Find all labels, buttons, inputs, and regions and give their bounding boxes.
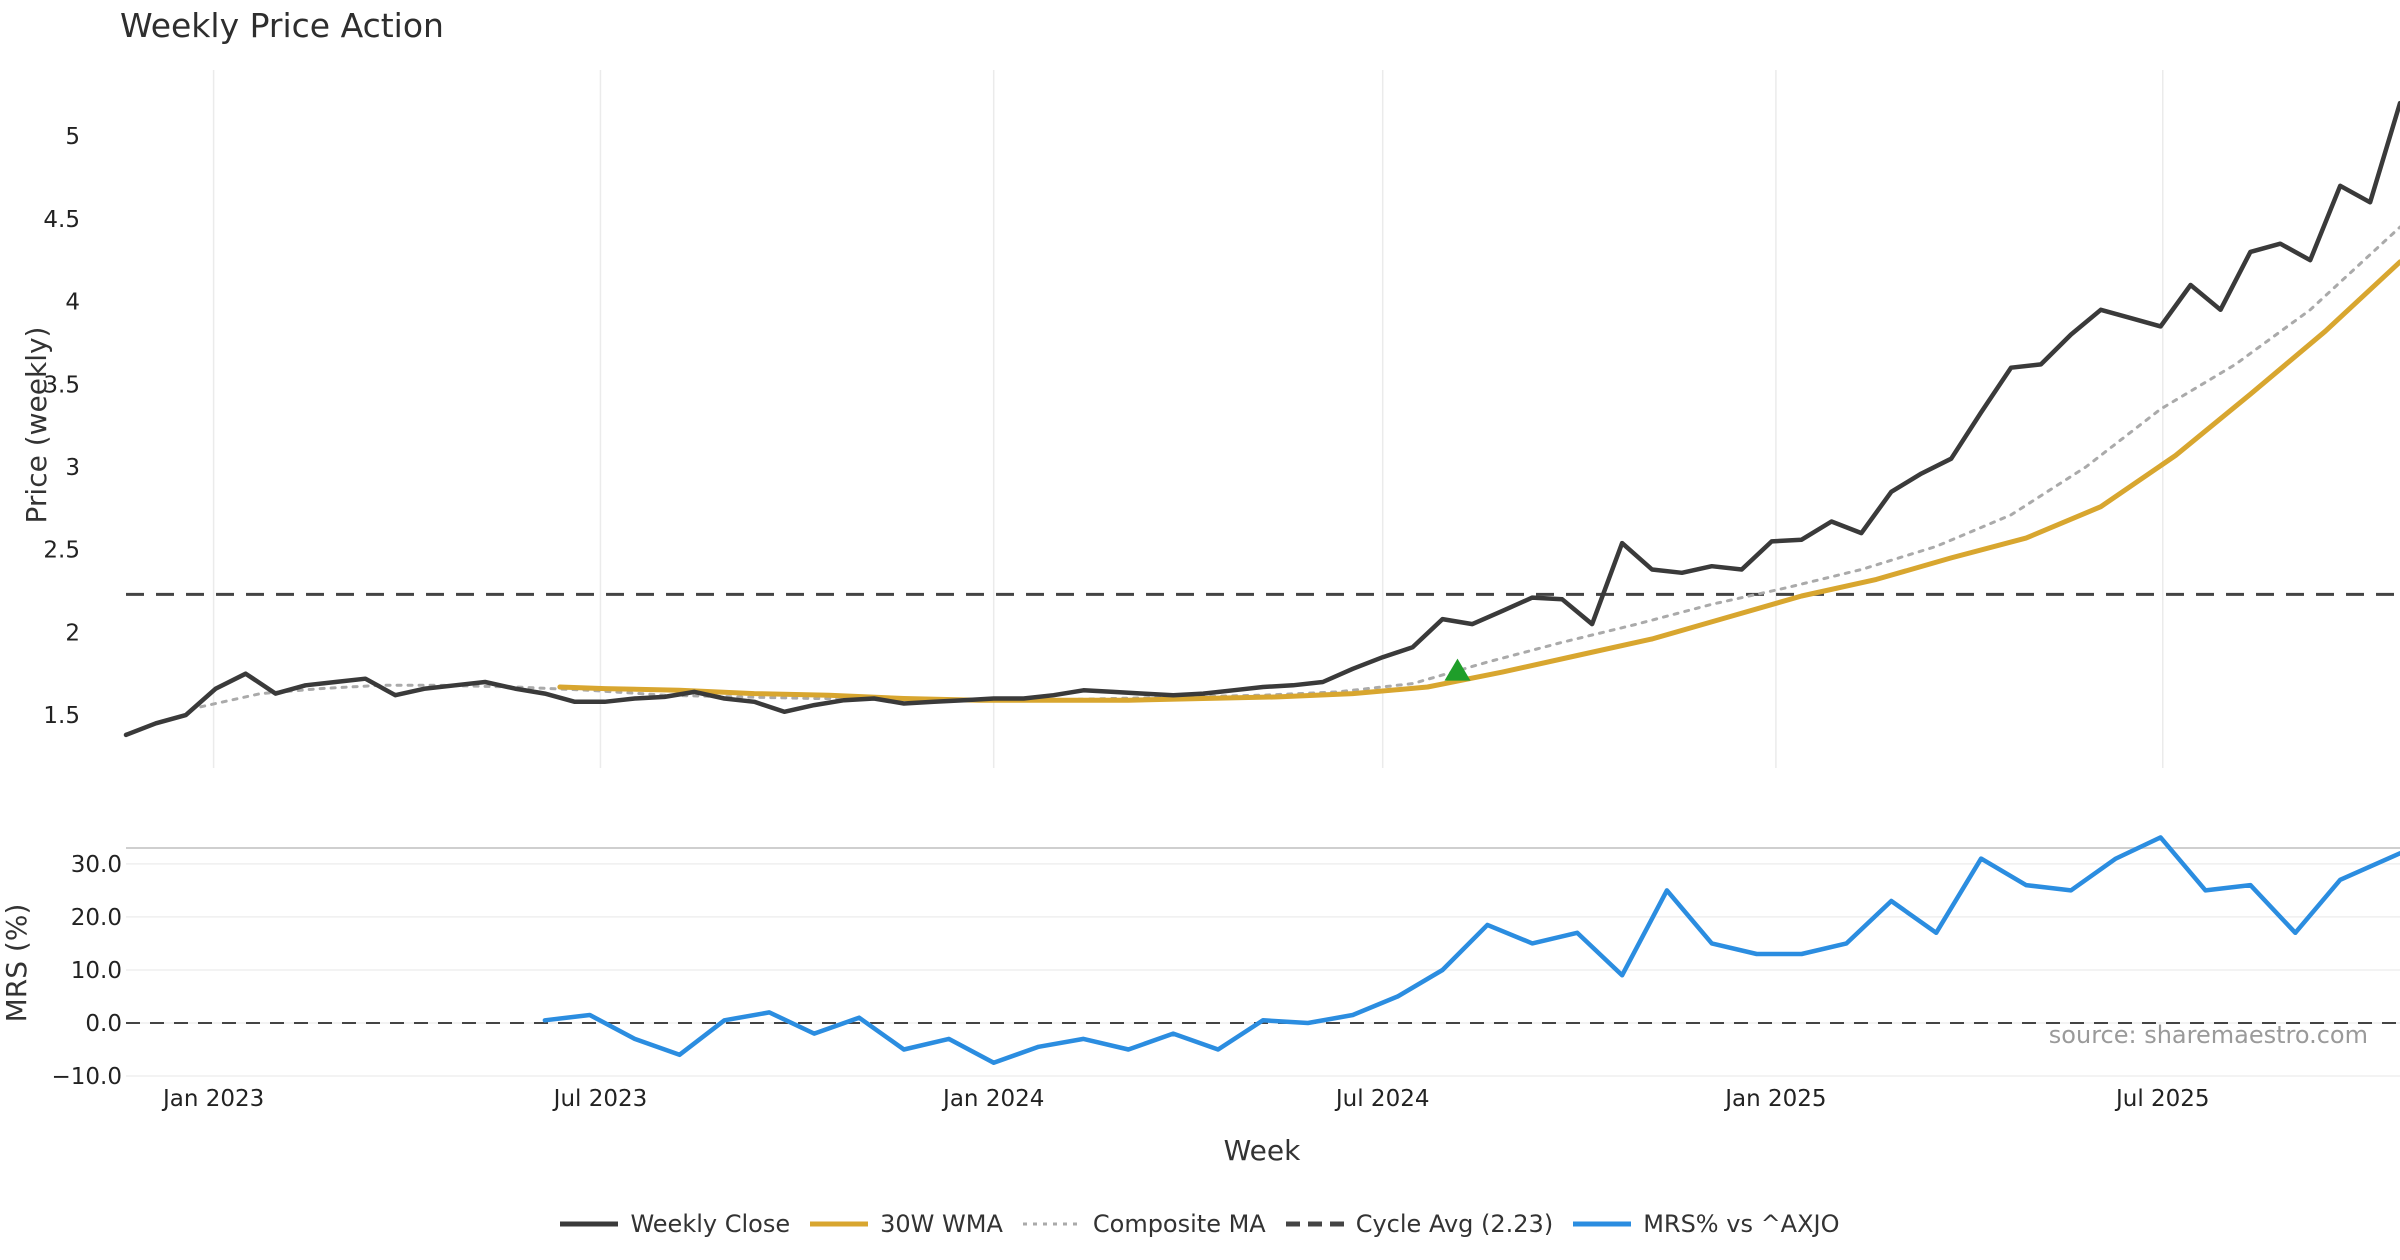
x-tick-label: Jan 2025: [1723, 1086, 1826, 1112]
mrs-y-tick-label: 20.0: [71, 905, 122, 931]
legend-swatch: [1573, 1221, 1632, 1227]
axes-labels: Jan 2023 Jul 2023 Jan 2024 Jul 2024 Jan 2025…: [43, 124, 2209, 1112]
legend-label: Weekly Close: [630, 1210, 791, 1238]
signal-triangle-marker: [1444, 658, 1471, 681]
price-y-tick-label: 4: [65, 290, 80, 316]
legend-label: MRS% vs ^AXJO: [1643, 1210, 1840, 1238]
weekly-close-line: [123, 100, 2400, 738]
legend-item[interactable]: MRS% vs ^AXJO: [1573, 1210, 1840, 1238]
mrs-y-tick-label: −10.0: [52, 1064, 122, 1090]
price-y-tick-label: 5: [65, 124, 80, 150]
legend-label: Cycle Avg (2.23): [1355, 1210, 1554, 1238]
legend: Weekly Close 30W WMA Composite MA Cycle Avg…: [0, 1210, 2400, 1238]
mrs-y-tick-label: 0.0: [85, 1011, 122, 1037]
mrs-series-group: [542, 835, 2400, 1065]
price-y-tick-label: 2: [65, 620, 80, 646]
composite-ma-line: [199, 225, 2400, 709]
mrs-y-axis-label: MRS (%): [0, 904, 33, 1023]
legend-label: 30W WMA: [880, 1210, 1003, 1238]
price-series-group: [123, 100, 2400, 738]
30w-wma-line: [557, 259, 2400, 703]
x-tick-label: Jul 2023: [552, 1086, 648, 1112]
legend-swatch: [810, 1221, 869, 1227]
x-tick-label: Jan 2023: [161, 1086, 264, 1112]
mrs-y-tick-label: 30.0: [71, 852, 122, 878]
price-y-tick-label: 1.5: [43, 703, 80, 729]
price-y-axis-label: Price (weekly): [20, 327, 53, 524]
source-note: source: sharemaestro.com: [2049, 1021, 2368, 1049]
legend-item[interactable]: Weekly Close: [560, 1210, 790, 1238]
price-y-tick-label: 3.5: [43, 372, 80, 398]
mrs-y-tick-label: 10.0: [71, 958, 122, 984]
legend-swatch: [1285, 1221, 1344, 1227]
legend-swatch: [560, 1221, 619, 1227]
chart-title: Weekly Price Action: [120, 6, 444, 45]
legend-label: Composite MA: [1092, 1210, 1266, 1238]
legend-item[interactable]: Cycle Avg (2.23): [1285, 1210, 1554, 1238]
price-y-tick-label: 4.5: [43, 207, 80, 233]
x-axis-label: Week: [1224, 1134, 1301, 1167]
x-tick-label: Jul 2024: [1334, 1086, 1430, 1112]
price-y-tick-label: 2.5: [43, 538, 80, 564]
legend-item[interactable]: Composite MA: [1022, 1210, 1266, 1238]
legend-item[interactable]: 30W WMA: [810, 1210, 1003, 1238]
x-tick-label: Jul 2025: [2114, 1086, 2210, 1112]
mrs-vs-axjo-line: [542, 835, 2400, 1065]
price-grid: [212, 70, 2164, 768]
legend-swatch: [1022, 1222, 1081, 1226]
mrs-grid: [126, 847, 2400, 1077]
price-y-tick-label: 3: [65, 455, 80, 481]
x-tick-label: Jan 2024: [941, 1086, 1044, 1112]
